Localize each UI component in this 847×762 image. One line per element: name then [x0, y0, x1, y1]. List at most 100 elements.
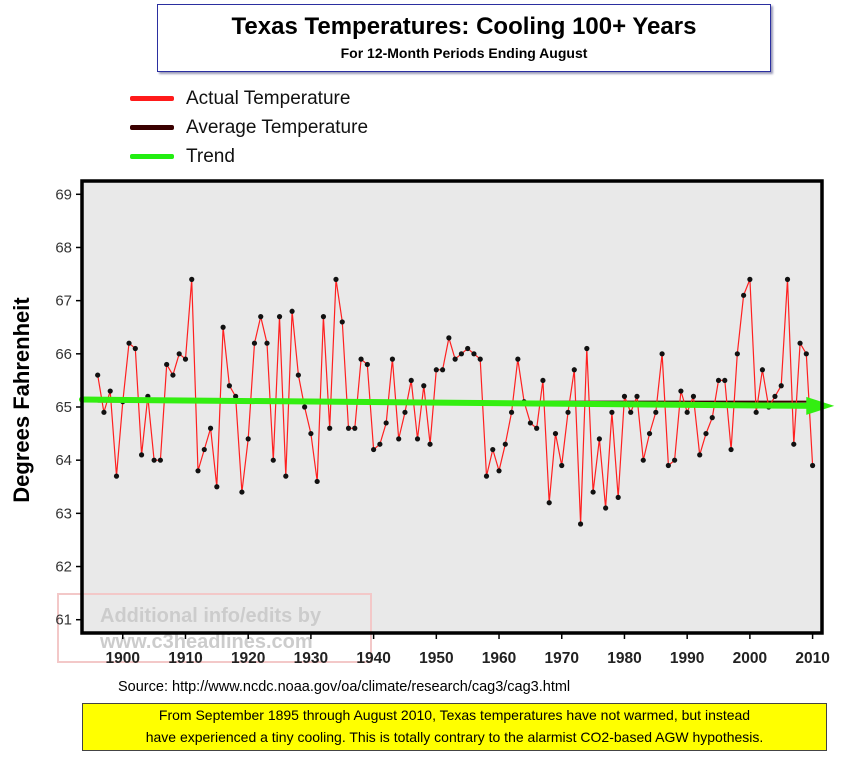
actual-temperature-point — [151, 457, 157, 463]
actual-temperature-point — [584, 345, 590, 352]
actual-temperature-point — [207, 425, 214, 431]
line-chart: Additional info/edits by www.c3headlines… — [9, 179, 835, 667]
watermark: Additional info/edits by www.c3headlines… — [57, 593, 372, 663]
actual-temperature-point — [577, 521, 584, 527]
x-tick-label: 1920 — [231, 650, 265, 667]
y-tick-label: 61 — [55, 612, 72, 629]
actual-temperature-point — [540, 377, 546, 384]
x-tick-label: 2000 — [733, 650, 767, 667]
actual-temperature-point — [791, 441, 797, 447]
actual-temperature-point — [327, 425, 333, 431]
legend-swatch-average — [130, 125, 174, 130]
actual-temperature-point — [471, 351, 477, 357]
actual-temperature-point — [157, 457, 163, 463]
actual-temperature-point — [414, 436, 421, 442]
actual-temperature-point — [596, 436, 602, 442]
actual-temperature-point — [697, 452, 703, 458]
actual-temperature-point — [672, 457, 678, 463]
actual-temperature-point — [797, 340, 803, 346]
actual-temperature-point — [302, 404, 308, 410]
actual-temperature-point — [132, 345, 138, 352]
actual-temperature-point — [565, 409, 571, 415]
legend-label-trend: Trend — [186, 145, 235, 167]
note-line-1: From September 1895 through August 2010,… — [158, 707, 751, 723]
actual-temperature-point — [559, 462, 565, 469]
actual-temperature-point — [101, 409, 107, 415]
actual-temperature-point — [603, 505, 609, 511]
actual-temperature-point — [251, 340, 258, 346]
actual-temperature-point — [709, 415, 715, 421]
actual-temperature-point — [164, 361, 170, 368]
actual-temperature-point — [383, 420, 389, 426]
actual-temperature-point — [245, 436, 251, 442]
y-tick-label: 64 — [55, 452, 72, 469]
actual-temperature-point — [634, 393, 640, 399]
x-tick-label: 1960 — [482, 650, 516, 667]
note-line-2: have experienced a tiny cooling. This is… — [145, 729, 764, 745]
actual-temperature-point — [270, 457, 276, 463]
actual-temperature-point — [295, 372, 301, 378]
actual-temperature-point — [439, 367, 446, 373]
actual-temperature-point — [189, 276, 195, 282]
actual-temperature-point — [527, 420, 533, 426]
y-axis-label: Degrees Fahrenheit — [9, 297, 34, 503]
actual-temperature-point — [220, 324, 226, 330]
actual-temperature-point — [747, 276, 753, 282]
actual-temperature-point — [446, 335, 452, 341]
actual-temperature-point — [803, 351, 809, 357]
series-layer — [79, 276, 835, 527]
actual-temperature-point — [703, 430, 709, 437]
actual-temperature-point — [659, 351, 665, 357]
actual-temperature-point — [95, 372, 101, 378]
x-tick-label: 2010 — [795, 650, 829, 667]
actual-temperature-point — [427, 441, 433, 447]
actual-temperature-point — [364, 361, 370, 368]
actual-temperature-point — [226, 383, 232, 389]
actual-temperature-point — [809, 462, 816, 469]
actual-temperature-point — [628, 409, 634, 415]
x-tick-label: 1950 — [419, 650, 453, 667]
actual-temperature-point — [377, 441, 383, 447]
actual-temperature-point — [107, 388, 113, 394]
actual-temperature-point — [690, 393, 697, 399]
y-axis-ticks: 61 62 63 64 65 66 67 68 69 — [55, 186, 82, 629]
actual-temperature-point — [728, 446, 734, 453]
actual-temperature-point — [389, 356, 396, 362]
actual-temperature-point — [402, 409, 408, 415]
actual-temperature-point — [609, 409, 615, 415]
actual-temperature-point — [684, 409, 690, 415]
legend-swatch-actual — [130, 96, 174, 101]
watermark-line-2: www.c3headlines.com — [99, 631, 313, 653]
actual-temperature-point — [646, 430, 653, 437]
actual-temperature-point — [458, 351, 465, 357]
actual-temperature-point — [515, 356, 521, 362]
actual-temperature-point — [258, 314, 264, 320]
actual-temperature-point — [308, 430, 314, 437]
legend-item-trend: Trend — [130, 142, 368, 171]
actual-temperature-point — [653, 409, 659, 415]
legend: Actual Temperature Average Temperature T… — [130, 84, 368, 171]
x-tick-label: 1990 — [670, 650, 704, 667]
actual-temperature-point — [433, 367, 439, 373]
actual-temperature-point — [233, 393, 239, 399]
actual-temperature-point — [113, 473, 120, 479]
actual-temperature-point — [741, 292, 747, 298]
actual-temperature-point — [339, 319, 345, 325]
actual-temperature-point — [571, 367, 577, 373]
title-box: Texas Temperatures: Cooling 100+ Years F… — [157, 4, 771, 72]
actual-temperature-point — [371, 446, 377, 453]
actual-temperature-point — [320, 314, 327, 320]
actual-temperature-point — [214, 484, 220, 490]
actual-temperature-point — [552, 430, 559, 437]
x-tick-label: 1940 — [356, 650, 390, 667]
actual-temperature-point — [126, 340, 132, 346]
actual-temperature-point — [784, 276, 791, 282]
actual-temperature-point — [239, 489, 245, 495]
actual-temperature-point — [283, 473, 289, 479]
actual-temperature-point — [715, 377, 722, 384]
actual-temperature-point — [590, 489, 596, 495]
legend-swatch-trend — [130, 154, 174, 159]
actual-temperature-point — [496, 468, 502, 474]
trend-line — [79, 396, 818, 409]
actual-temperature-point — [138, 452, 145, 458]
